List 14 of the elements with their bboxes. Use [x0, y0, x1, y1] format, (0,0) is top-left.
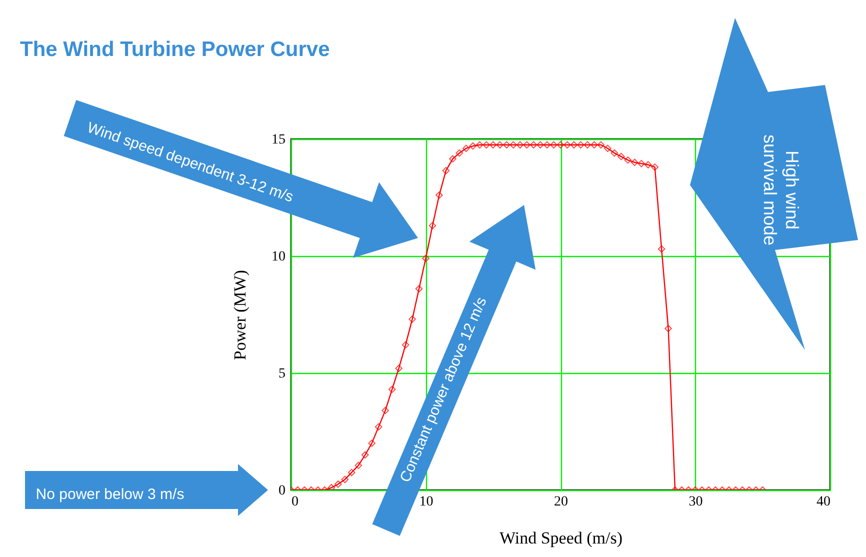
y-axis-title: Power (MW): [230, 270, 250, 360]
y-tick-label: 0: [278, 484, 286, 498]
x-tick-label: 30: [688, 494, 703, 510]
y-tick-label: 5: [278, 366, 286, 382]
annotation: High wind survival mode: [760, 134, 802, 246]
y-tick-label: 10: [272, 250, 286, 264]
x-tick-label: 10: [419, 494, 434, 510]
chart-title: The Wind Turbine Power Curve: [20, 38, 330, 61]
x-tick-label: 20: [554, 494, 568, 510]
y-tick-label: 15: [272, 132, 286, 148]
x-tick-label: 40: [816, 494, 830, 510]
x-axis-title: Wind Speed (m/s): [499, 528, 623, 548]
x-tick-label: 0: [292, 494, 298, 510]
text: No power below 3 m/s: [36, 486, 184, 503]
